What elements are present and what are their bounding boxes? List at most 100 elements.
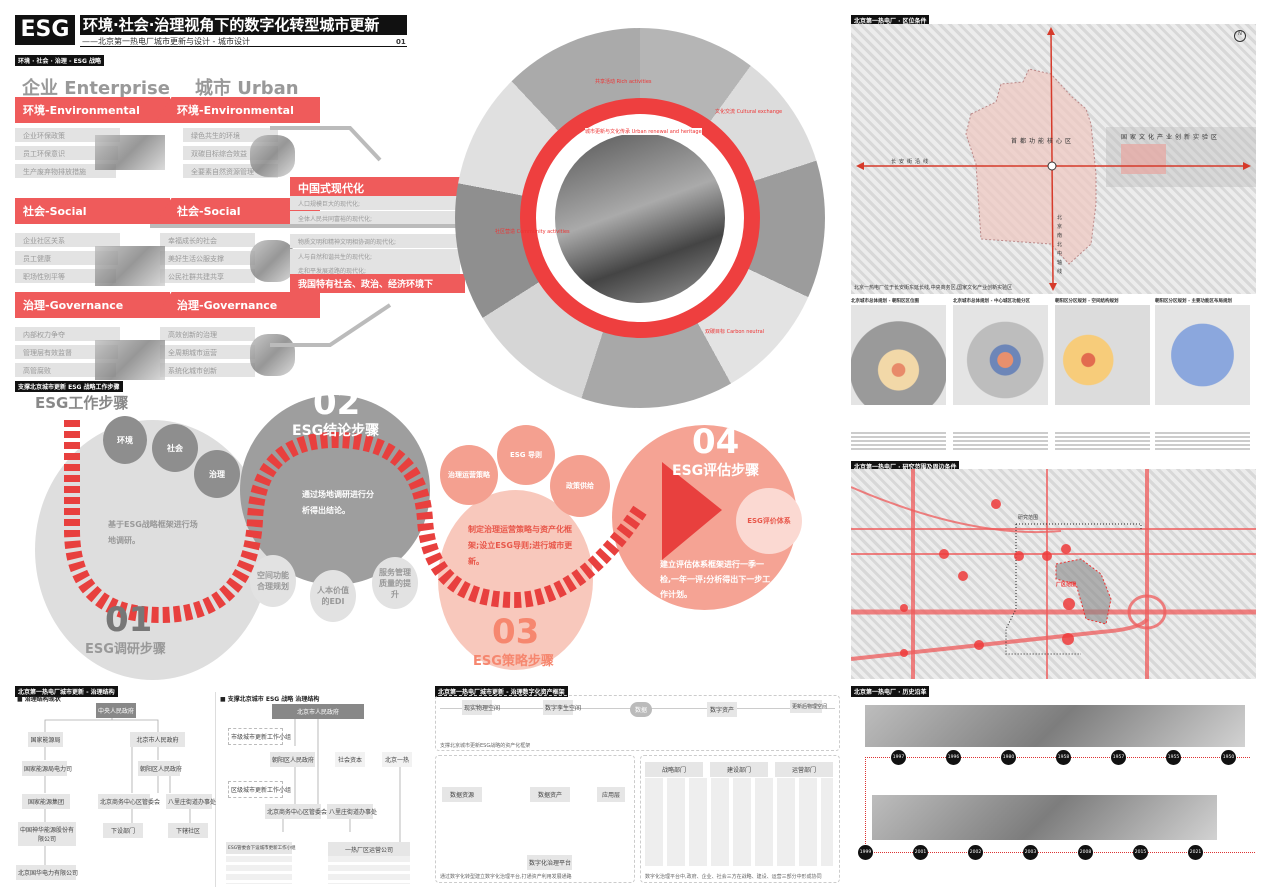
data-platform-panel (435, 755, 635, 883)
history-year-dot[interactable]: 2021 (1188, 845, 1203, 860)
enterprise-item: 管理层有效监督 (15, 345, 118, 359)
urban-item: 美好生活公服支撑 (160, 251, 255, 265)
central-axis-label: 北京南北中轴线 (1057, 215, 1063, 275)
current-structure-title: ■ 治理结构现状 (17, 696, 61, 703)
pillar-photo (95, 135, 165, 170)
history-year-dot[interactable]: 1958 (1056, 750, 1071, 765)
history-tag: 北京第一热电厂 · 历史沿革 (851, 686, 930, 697)
urban-pillar-title: 治理-Governance (155, 292, 320, 318)
history-year-dot[interactable]: 1997 (891, 750, 906, 765)
planning-map-title: 朝阳区分区规划 - 主要功能区布局规划 (1155, 299, 1232, 304)
urban-item: 系统化城市创新 (160, 363, 255, 377)
flow-node: 数字孪生空间 (543, 700, 581, 715)
org-node: 下设部门 (103, 823, 143, 838)
location-caption: 北京一热电厂位于长安街东延长线,中央商务区,国家文化产业创新实验区 (854, 285, 1013, 291)
department-header: 战略部门 (645, 762, 703, 777)
planning-map[interactable] (1055, 305, 1150, 405)
enterprise-item: 内部权力争夺 (15, 327, 120, 341)
history-year-dot[interactable]: 1980 (1001, 750, 1016, 765)
history-year-dot[interactable]: 1950 (1221, 750, 1236, 765)
enterprise-item: 员工环保意识 (15, 146, 118, 160)
sub-circle: 社会 (152, 424, 198, 472)
enterprise-pillar-title: 环境-Environmental (15, 97, 170, 123)
pillar-photo (95, 340, 165, 380)
page-number: 01 (396, 38, 406, 46)
modernization-item: 人口规模巨大的现代化; (290, 196, 460, 210)
enterprise-item: 企业环保政策 (15, 128, 120, 142)
platform-node: 数字化治理平台 (527, 855, 572, 870)
governance-tag: 北京第一热电厂城市更新 - 治理结构 (15, 686, 118, 697)
history-year-dot[interactable]: 2008 (1078, 845, 1093, 860)
enterprise-item: 生产废弃物排放措施 (15, 164, 116, 178)
modernization-item: 物质文明和精神文明相协调的现代化; (290, 234, 460, 248)
culture-zone-label: 国家文化产业创新实验区 (1121, 134, 1221, 141)
history-year-dot[interactable]: 2001 (913, 845, 928, 860)
logo: ESG (15, 15, 75, 45)
flow-node: 数据 (630, 702, 652, 717)
history-year-dot[interactable]: 1996 (946, 750, 961, 765)
history-year-dot[interactable]: 1955 (1166, 750, 1181, 765)
steps-tag: 支撑北京城市更新 ESG 战略工作步骤 (15, 381, 123, 392)
asset-note: 支撑北京城市更新ESG战略的资产化框架 (440, 743, 531, 749)
asset-flow-panel (435, 695, 840, 751)
planning-map[interactable] (1155, 305, 1250, 405)
history-photo-strip-top (865, 705, 1245, 747)
org-node: 国家能源局 (28, 732, 63, 747)
changan-axis-label: 长安街沿线 (891, 159, 932, 165)
history-year-dot[interactable]: 2003 (1023, 845, 1038, 860)
digital-tag: 北京第一热电厂城市更新 - 治理数字化资产框架 (435, 686, 568, 697)
org-node: 中国神华能源股份有限公司 (18, 822, 76, 846)
flow-node: 更新后物理空间 (790, 700, 827, 713)
step-01-name: ESG调研步骤 (85, 642, 166, 657)
flow-node: 现实物理空间 (462, 700, 500, 715)
strategy-tag: 环境 · 社会 · 治理 - ESG 战略 (15, 55, 105, 66)
urban-heading: 城市 Urban (195, 78, 299, 99)
location-map[interactable]: 首都功能核心区 长安街沿线 北京南北中轴线 国家文化产业创新实验区 N 北京一热… (851, 24, 1256, 294)
org-node: 社会资本 (335, 752, 365, 767)
department-panel (640, 755, 840, 883)
org-node: 朝阳区人民政府 (270, 752, 315, 767)
step-02-number: 02 (313, 383, 361, 423)
history-year-dot[interactable]: 1999 (858, 845, 873, 860)
org-lines (44, 713, 401, 865)
org-node: 北京市人民政府 (130, 732, 185, 747)
subtitle: ——北京第一热电厂城市更新与设计 - 城市设计 (82, 37, 250, 46)
planning-map-title: 北京城市总体规划 - 中心城区功能分区 (953, 299, 1030, 304)
planning-map[interactable] (851, 305, 946, 405)
sub-circle: 政策供给 (550, 455, 610, 517)
step-01-number: 01 (105, 600, 153, 640)
urban-item: 高效创新的治理 (160, 327, 255, 341)
org-node: 国家能源局电力司 (22, 761, 72, 776)
ring-label: 共享活动 Rich activities (595, 79, 652, 85)
history-year-dot[interactable]: 2015 (1133, 845, 1148, 860)
modernization-title: 中国式现代化 (290, 177, 465, 199)
step-04-number: 04 (692, 422, 740, 462)
department-note: 数字化治理平台中,政府、企业、社会三方在战略、建设、运营三部分中形成协同 (645, 874, 822, 880)
org-node: 下辖社区 (168, 823, 208, 838)
urban-item: 全周期城市运营 (160, 345, 255, 359)
urban-renewal-collage: 共享活动 Rich activities 城市更新与文化传承 Urban ren… (455, 28, 825, 408)
urban-item: 绿色共生的环境 (183, 128, 278, 142)
org-node: 朝阳区人民政府 (138, 761, 182, 776)
platform-node: 数据资源 (442, 787, 482, 802)
site-map[interactable]: 研究范围 厂区范围 (851, 469, 1256, 679)
step-02-name: ESG结论步骤 (292, 423, 380, 439)
history-year-dot[interactable]: 1957 (1111, 750, 1126, 765)
org-node: 北京一热 (382, 752, 412, 767)
org-node: 八里庄街道办事处 (166, 794, 216, 809)
org-node: 一热厂区运营公司 (328, 842, 410, 857)
ring-label: 文化交流 Cultural exchange (715, 109, 783, 115)
sub-circle: 治理 (194, 450, 240, 498)
modernization-item: 走和平发展道路的现代化; (290, 263, 460, 277)
site-tag: 北京第一热电厂 · 研究范围及周边条件 (851, 461, 960, 472)
history-year-dot[interactable]: 2002 (968, 845, 983, 860)
planning-map[interactable] (953, 305, 1048, 405)
modernization-item: 人与自然和谐共生的现代化; (290, 249, 460, 263)
pillar-photo (250, 240, 295, 282)
platform-node: 应用层 (597, 787, 625, 802)
steps-heading: ESG工作步骤 (35, 394, 129, 412)
page-title: 环境·社会·治理视角下的数字化转型城市更新 (80, 15, 407, 35)
pillar-photo (250, 135, 295, 177)
location-tag: 北京第一热电厂 · 区位条件 (851, 15, 930, 26)
sub-circle: ESG 导则 (497, 425, 555, 485)
